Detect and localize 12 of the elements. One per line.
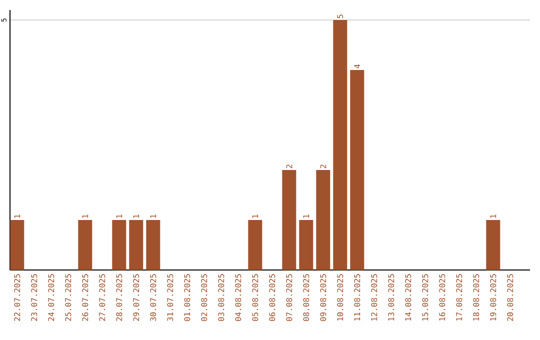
bar	[146, 220, 160, 270]
bar	[248, 220, 262, 270]
bar	[299, 220, 314, 270]
bar	[129, 220, 144, 270]
bar	[10, 220, 24, 270]
bar	[333, 20, 348, 270]
bar	[486, 220, 500, 270]
bar	[316, 170, 330, 270]
bar	[112, 220, 126, 270]
bar	[282, 170, 296, 270]
bar	[350, 70, 364, 270]
bar	[78, 220, 92, 270]
